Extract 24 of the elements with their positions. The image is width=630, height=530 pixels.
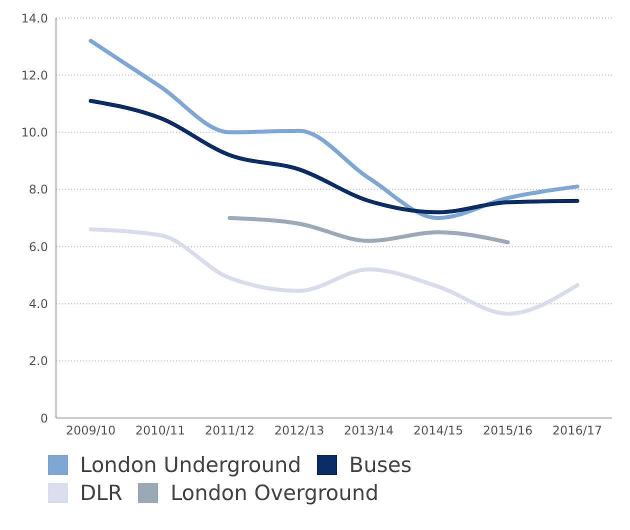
x-tick-label: 2014/15 (413, 424, 464, 438)
x-tick-label: 2016/17 (552, 424, 602, 438)
y-tick-label: 8.0 (28, 182, 48, 197)
legend-label: London Overground (170, 481, 379, 505)
legend-label: DLR (80, 481, 122, 505)
line-series (228, 216, 510, 244)
x-tick-label: 2015/16 (482, 424, 533, 438)
y-tick-label: 6.0 (28, 240, 48, 254)
y-tick-label: 14.0 (21, 11, 48, 26)
legend-label: London Underground (80, 453, 302, 477)
line-series (88, 98, 580, 214)
x-tick-label: 2011/12 (204, 424, 255, 438)
x-tick-label: 2010/11 (135, 424, 186, 438)
line-series (88, 38, 580, 220)
y-tick-label: 4.0 (28, 296, 48, 311)
y-tick-label: 12.0 (21, 68, 48, 82)
line-series (88, 227, 580, 316)
y-tick-label: 2.0 (28, 354, 48, 368)
y-tick-label: 10.0 (21, 126, 48, 140)
x-tick-label: 2009/10 (66, 424, 116, 438)
y-tick-label: 0 (40, 411, 48, 426)
x-tick-label: 2012/13 (274, 424, 324, 438)
x-tick-label: 2013/14 (344, 424, 394, 438)
legend-label: Buses (349, 453, 412, 477)
